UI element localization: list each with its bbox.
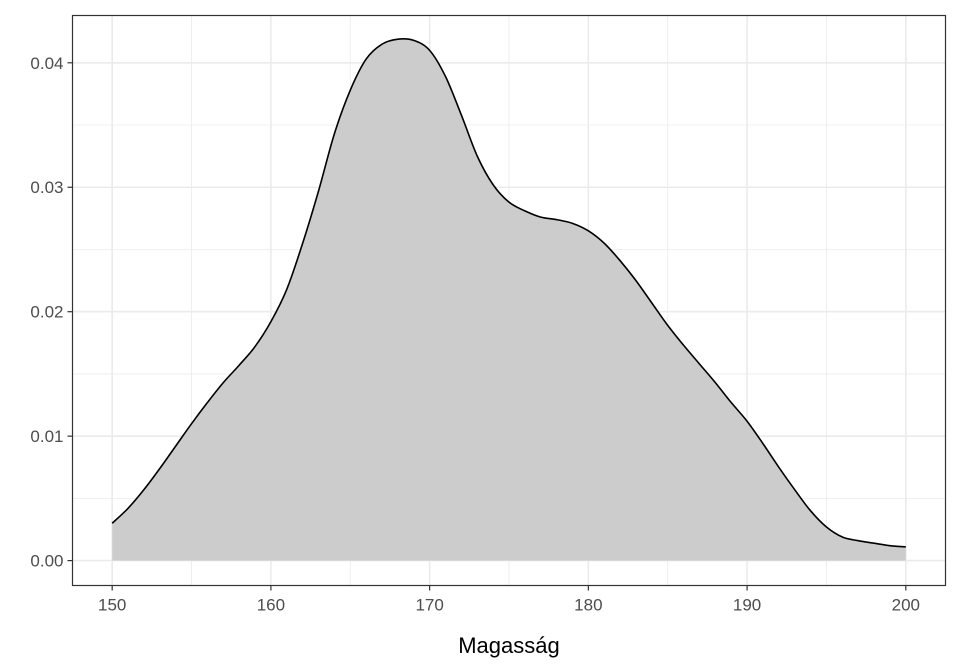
- x-tick-label: 180: [574, 596, 602, 615]
- x-tick-label: 190: [733, 596, 761, 615]
- x-axis-title: Magasság: [458, 633, 560, 658]
- x-tick-label: 170: [415, 596, 443, 615]
- x-tick-label: 200: [892, 596, 920, 615]
- density-curve: [111, 37, 906, 548]
- y-axis: 0.00 0.01 0.02 0.03 0.04: [30, 54, 73, 571]
- y-tick-label: 0.02: [30, 303, 63, 322]
- y-tick-label: 0.00: [30, 552, 63, 571]
- panel-border: [71, 14, 947, 587]
- x-axis: 150 160 170 180 190 200: [98, 585, 920, 615]
- x-tick-label: 160: [257, 596, 285, 615]
- y-tick-label: 0.01: [30, 427, 63, 446]
- y-tick-label: 0.03: [30, 178, 63, 197]
- y-tick-label: 0.04: [30, 54, 63, 73]
- x-tick-label: 150: [98, 596, 126, 615]
- density-area: [112, 38, 906, 561]
